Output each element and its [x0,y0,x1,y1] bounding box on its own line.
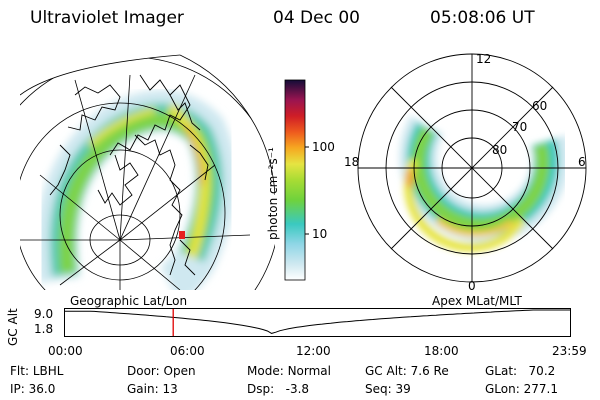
mlt-label-12: 12 [476,52,491,66]
door-value: Open [163,364,196,378]
colorbar-tick-100: 100 [312,140,335,154]
status-dsp: Dsp: -3.8 [247,382,310,396]
timeline-right-title: Apex MLat/MLT [432,294,522,308]
colorbar-tick-10: 10 [312,227,328,241]
gc-alt-value: 7.6 Re [410,364,449,378]
status-mode: Mode: Normal [247,364,331,378]
altitude-timeline [64,308,571,337]
timeline-tick-0600: 06:00 [170,344,205,358]
timeline-tick-2359: 23:59 [552,344,587,358]
timeline-y-bottom: 1.8 [34,322,54,336]
filter-value: LBHL [32,364,64,378]
timeline-tick-1200: 12:00 [296,344,331,358]
instrument-title: Ultraviolet Imager [30,8,184,28]
dsp-value: -3.8 [285,382,310,396]
timeline-tick-0000: 00:00 [48,344,83,358]
polar-grid [357,53,587,283]
status-ip: IP: 36.0 [10,382,56,396]
timeline-frame [64,308,571,337]
observation-time: 05:08:06 UT [430,8,535,28]
colorbar-unit-label: photon cm⁻²s⁻¹ [266,147,280,240]
seq-value: 39 [395,382,411,396]
status-seq: Seq: 39 [365,382,411,396]
geographic-auroral-image [20,54,275,290]
status-door: Door: Open [127,364,196,378]
geo-aurora-emission [36,90,237,290]
status-glat: GLat: 70.2 [485,364,556,378]
lat-label-60: 60 [532,99,547,113]
altitude-curve [65,309,571,334]
geo-coastlines [49,74,209,276]
status-filter: Flt: LBHL [10,364,64,378]
lat-label-70: 70 [512,120,527,134]
mode-value: Normal [287,364,331,378]
gain-value: 13 [162,382,178,396]
mlt-label-6: 6 [578,155,586,169]
timeline-ylabel: GC Alt [6,308,20,346]
timeline-left-title: Geographic Lat/Lon [70,294,188,308]
mlt-label-18: 18 [344,155,359,169]
polar-aurora-emission [399,115,570,252]
geographic-globe [20,56,275,290]
status-gc-alt: GC Alt: 7.6 Re [365,364,449,378]
observation-date: 04 Dec 00 [273,8,360,28]
ip-value: 36.0 [28,382,56,396]
status-glon: GLon: 277.1 [485,382,558,396]
geo-hotspot [179,231,185,239]
intensity-colorbar [284,79,309,281]
glon-value: 277.1 [523,382,558,396]
magnetic-polar-plot: 12 18 6 0 60 70 80 [344,52,587,290]
status-gain: Gain: 13 [127,382,178,396]
lat-label-80: 80 [492,143,507,157]
timeline-y-top: 9.0 [34,307,54,321]
mlt-label-0: 0 [468,279,476,290]
glat-value: 70.2 [528,364,556,378]
timeline-tick-1800: 18:00 [424,344,459,358]
geo-limb [179,54,275,196]
